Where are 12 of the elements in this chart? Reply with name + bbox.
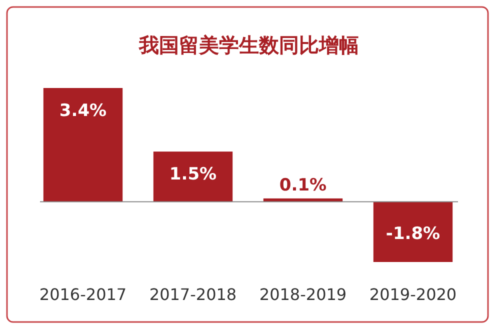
x-tick-label: 2016-2017 <box>39 285 127 304</box>
chart-title: 我国留美学生数同比增幅 <box>138 33 359 57</box>
bar <box>153 152 233 202</box>
x-tick-label: 2017-2018 <box>149 285 237 304</box>
x-tick-label: 2018-2019 <box>259 285 347 304</box>
data-label: -1.8% <box>386 224 440 244</box>
data-label: 3.4% <box>59 101 107 121</box>
x-tick-label: 2019-2020 <box>369 285 457 304</box>
bar <box>43 88 123 202</box>
bar <box>373 202 453 262</box>
data-label: 0.1% <box>279 175 327 196</box>
data-label: 1.5% <box>169 164 217 185</box>
